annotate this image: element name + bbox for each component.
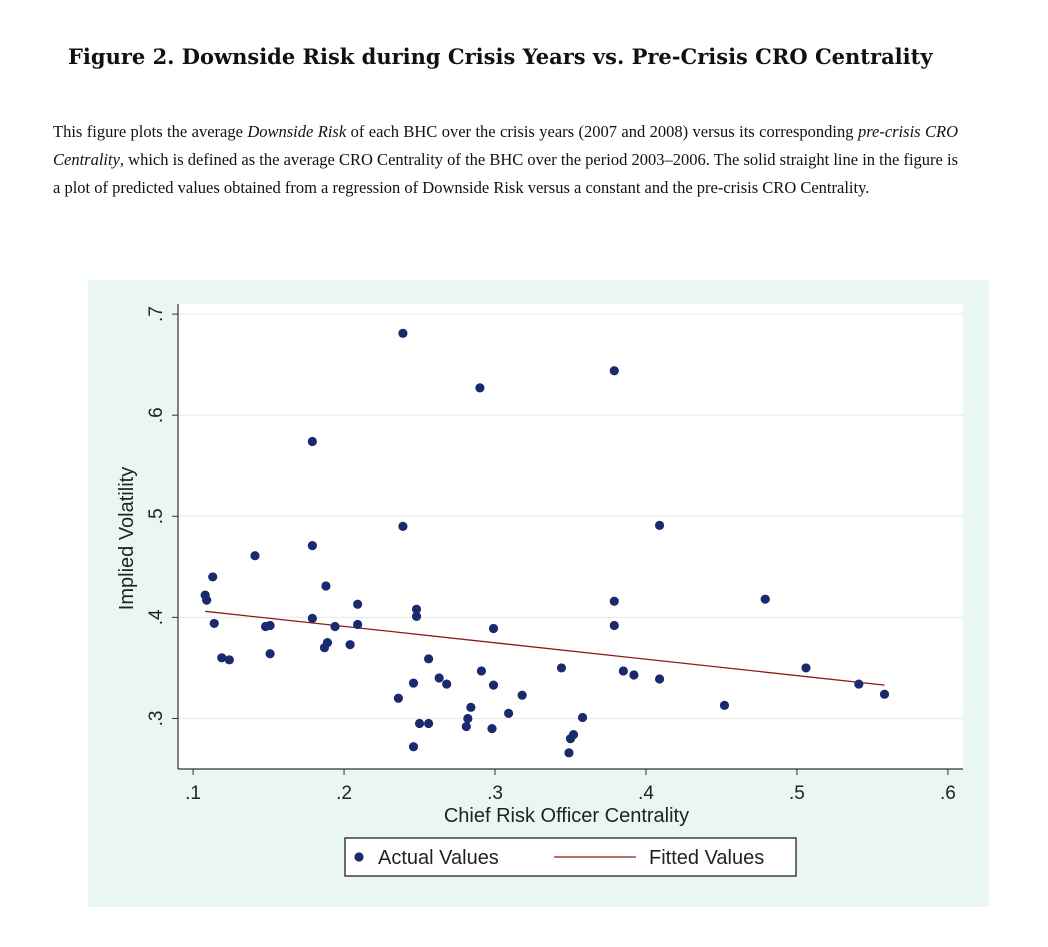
data-point: [398, 521, 408, 531]
data-point: [408, 678, 419, 688]
x-axis-title: Chief Risk Officer Centrality: [444, 805, 689, 827]
data-point: [393, 693, 404, 703]
data-point: [434, 673, 444, 683]
y-tick-label: .7: [146, 306, 167, 322]
data-point: [487, 723, 497, 734]
data-point: [224, 655, 234, 665]
caption-text-3: , which is defined as the average CRO Ce…: [53, 150, 958, 197]
data-point: [801, 663, 811, 673]
data-point: [208, 572, 218, 582]
legend-label-actual: Actual Values: [378, 847, 499, 869]
x-tick-label: .6: [940, 783, 956, 804]
data-point: [202, 595, 212, 605]
plot-area: [178, 304, 963, 769]
data-point: [466, 702, 476, 712]
fitted-values-line: [205, 610, 885, 686]
x-tick-label: .2: [336, 783, 352, 804]
data-point: [217, 653, 227, 663]
data-point: [475, 383, 485, 393]
data-point: [854, 679, 864, 689]
data-point: [398, 328, 408, 338]
y-tick-label: .3: [146, 711, 167, 727]
data-point: [307, 436, 317, 447]
data-point: [488, 680, 499, 690]
figure-title: Figure 2. Downside Risk during Crisis Ye…: [68, 44, 933, 69]
data-point: [321, 581, 331, 591]
data-point: [307, 613, 317, 623]
data-point: [265, 649, 275, 659]
data-point: [719, 700, 730, 710]
data-point: [879, 689, 890, 699]
figure-caption: This figure plots the average Downside R…: [53, 118, 958, 202]
data-point: [629, 670, 639, 680]
y-tick-label: .6: [146, 407, 167, 423]
data-point: [488, 623, 499, 634]
data-point: [654, 520, 665, 530]
legend-marker-actual: [354, 852, 364, 862]
data-point: [353, 599, 363, 609]
data-point: [760, 594, 770, 604]
data-point: [209, 618, 219, 629]
data-point: [609, 620, 619, 631]
data-point: [265, 620, 275, 631]
caption-term-downside-risk: Downside Risk: [247, 122, 347, 141]
y-tick-label: .5: [146, 508, 167, 524]
y-tick-label: .4: [146, 609, 167, 625]
x-tick-label: .1: [185, 783, 201, 804]
data-point: [564, 748, 574, 758]
data-point: [618, 666, 628, 676]
data-point: [556, 663, 567, 673]
data-point: [654, 674, 665, 684]
caption-text-1: This figure plots the average: [53, 122, 248, 141]
data-point: [307, 540, 317, 551]
data-point: [330, 621, 340, 632]
caption-text-2: of each BHC over the crisis years (2007 …: [346, 122, 858, 141]
data-point: [577, 712, 588, 723]
data-point: [463, 713, 473, 724]
data-point: [322, 638, 333, 648]
data-point: [411, 604, 422, 614]
data-point: [609, 366, 619, 376]
x-tick-label: .3: [487, 783, 503, 804]
data-point: [423, 654, 434, 664]
data-point: [609, 596, 619, 606]
data-point: [250, 551, 260, 561]
data-point: [442, 679, 452, 689]
legend-label-fitted: Fitted Values: [649, 847, 764, 869]
data-point: [476, 666, 487, 676]
data-point: [504, 708, 514, 719]
data-point: [414, 718, 425, 729]
data-point: [461, 721, 471, 732]
data-point: [408, 742, 419, 752]
caption-term-pre-crisis-cro: pre-crisis CRO Centrality: [53, 122, 958, 169]
data-point: [353, 619, 363, 630]
x-tick-label: .5: [789, 783, 805, 804]
data-point: [411, 611, 422, 621]
data-point: [568, 730, 579, 740]
y-axis-title: Implied Volatility: [116, 467, 138, 610]
data-point: [423, 718, 434, 729]
data-point: [345, 640, 355, 650]
x-tick-label: .4: [638, 783, 654, 804]
data-point: [517, 690, 527, 700]
